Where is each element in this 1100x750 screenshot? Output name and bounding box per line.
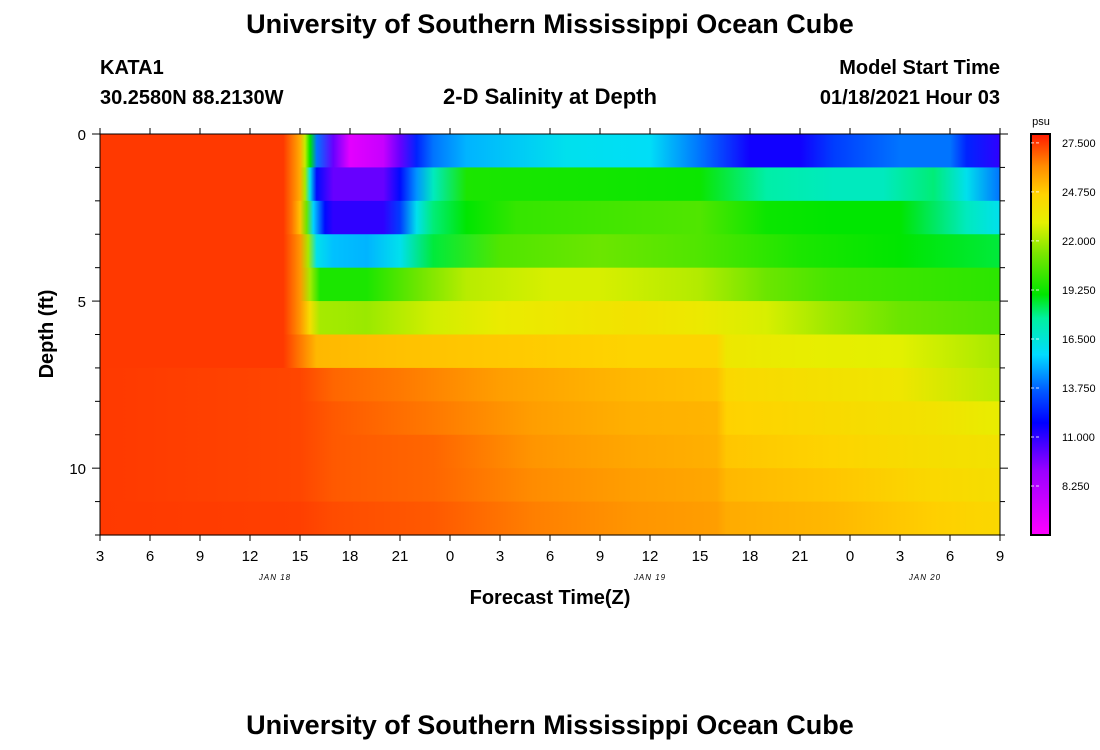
colorbar-tick-label: 22.000 bbox=[1062, 236, 1096, 248]
colorbar-tick-label: 27.500 bbox=[1062, 138, 1096, 150]
colorbar-tick-label: 19.250 bbox=[1062, 285, 1096, 297]
colorbar-tick-label: 13.750 bbox=[1062, 383, 1096, 395]
x-tick-label: 9 bbox=[596, 548, 604, 565]
x-tick-label: 15 bbox=[692, 548, 709, 565]
heatmap-layer bbox=[100, 234, 1000, 269]
heatmap-layer bbox=[100, 401, 1000, 436]
heatmap-layer bbox=[100, 501, 1000, 536]
y-tick-label: 10 bbox=[69, 461, 86, 478]
plot-title: 2-D Salinity at Depth bbox=[443, 84, 657, 109]
station-coordinates: 30.2580N 88.2130W bbox=[100, 87, 284, 109]
heatmap-layer bbox=[100, 434, 1000, 469]
heatmap-layer bbox=[100, 267, 1000, 302]
page-title-bottom: University of Southern Mississippi Ocean… bbox=[246, 710, 854, 740]
x-date-label: JAN 18 bbox=[258, 573, 291, 582]
x-tick-label: 21 bbox=[392, 548, 409, 565]
model-start-label: Model Start Time bbox=[839, 57, 1000, 79]
x-tick-label: 12 bbox=[642, 548, 659, 565]
x-date-label: JAN 19 bbox=[633, 573, 666, 582]
colorbar-unit: psu bbox=[1032, 116, 1050, 128]
x-axis-label: Forecast Time(Z) bbox=[470, 587, 631, 609]
colorbar-tick-label: 16.500 bbox=[1062, 334, 1096, 346]
x-tick-label: 0 bbox=[446, 548, 454, 565]
y-tick-label: 0 bbox=[78, 127, 86, 144]
heatmap-layer bbox=[100, 334, 1000, 369]
x-tick-label: 6 bbox=[546, 548, 554, 565]
colorbar: psu 27.500 24.750 22.000 19.250 16.500 13.750… bbox=[1030, 116, 1096, 536]
x-tick-label: 9 bbox=[996, 548, 1004, 565]
heatmap-layer bbox=[100, 167, 1000, 202]
heatmap-layer bbox=[100, 301, 1000, 336]
heatmap-layer bbox=[100, 367, 1000, 402]
x-tick-label: 21 bbox=[792, 548, 809, 565]
x-tick-label: 18 bbox=[342, 548, 359, 565]
colorbar-tick-label: 24.750 bbox=[1062, 187, 1096, 199]
x-tick-label: 3 bbox=[96, 548, 104, 565]
heatmap-layer bbox=[100, 200, 1000, 235]
y-axis-label: Depth (ft) bbox=[36, 290, 58, 379]
y-tick-label: 5 bbox=[78, 294, 86, 311]
colorbar-tick-label: 11.000 bbox=[1062, 432, 1095, 444]
x-tick-label: 3 bbox=[496, 548, 504, 565]
x-tick-label: 0 bbox=[846, 548, 854, 565]
y-axis: 0 5 10 bbox=[69, 127, 1008, 536]
colorbar-tick-label: 8.250 bbox=[1062, 481, 1090, 493]
colorbar-bar bbox=[1030, 133, 1051, 536]
x-tick-label: 12 bbox=[242, 548, 259, 565]
station-id: KATA1 bbox=[100, 57, 164, 79]
heatmap-layers bbox=[100, 134, 1000, 536]
model-start-time: 01/18/2021 Hour 03 bbox=[819, 87, 1000, 109]
x-tick-label: 6 bbox=[946, 548, 954, 565]
x-date-label: JAN 20 bbox=[908, 573, 941, 582]
heatmap-layer bbox=[100, 468, 1000, 503]
x-tick-label: 15 bbox=[292, 548, 309, 565]
x-tick-label: 6 bbox=[146, 548, 154, 565]
x-tick-label: 9 bbox=[196, 548, 204, 565]
x-tick-label: 18 bbox=[742, 548, 759, 565]
heatmap-layer bbox=[100, 134, 1000, 169]
page-title-top: University of Southern Mississippi Ocean… bbox=[246, 9, 854, 39]
x-tick-label: 3 bbox=[896, 548, 904, 565]
x-axis: 3 6 9 12 15 18 21 0 3 6 9 12 15 18 21 0 3 6 9 JAN 18 JAN 19 J… bbox=[96, 128, 1004, 582]
